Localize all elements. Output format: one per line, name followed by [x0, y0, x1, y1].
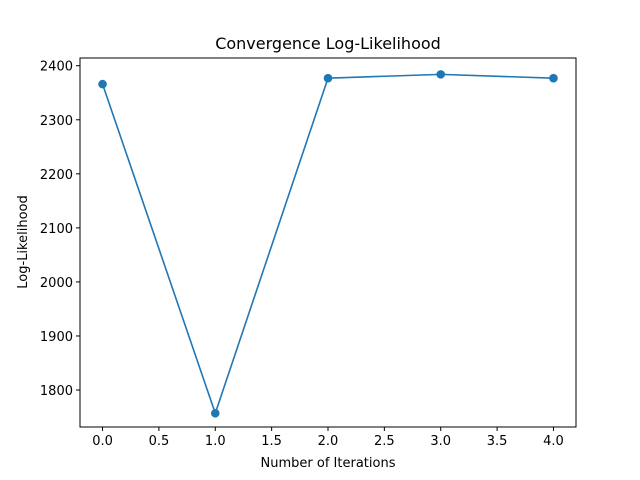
x-tick-label: 4.0 [543, 434, 564, 449]
data-point [549, 73, 558, 83]
y-tick-label: 2100 [40, 222, 73, 237]
x-tick-label: 3.0 [430, 434, 451, 449]
x-tick-label: 1.0 [205, 434, 226, 449]
x-tick-label: 2.5 [374, 434, 395, 449]
data-point [210, 408, 220, 418]
x-axis-title: Number of Iterations [261, 456, 396, 471]
data-point [436, 70, 446, 79]
y-tick-label: 1900 [40, 330, 73, 345]
data-point [323, 73, 333, 83]
y-tick-label: 2200 [40, 168, 73, 183]
y-tick-label: 2000 [40, 276, 73, 291]
plot-area [98, 70, 558, 418]
x-tick-label: 0.5 [149, 434, 170, 449]
x-tick-label: 2.0 [318, 434, 339, 449]
axes-frame [79, 57, 577, 428]
x-axis-ticks: 0.0 0.5 1.0 1.5 2.0 2.5 3.0 3.5 4.0 [92, 427, 564, 449]
y-axis-title: Log-Likelihood [16, 195, 31, 288]
x-tick-label: 1.5 [261, 434, 282, 449]
y-axis-ticks: 1800 1900 2000 2100 2200 2300 2400 [40, 60, 80, 399]
y-tick-label: 2300 [40, 114, 73, 129]
y-tick-label: 1800 [40, 384, 73, 399]
y-tick-label: 2400 [40, 60, 73, 75]
chart-title: Convergence Log-Likelihood [215, 34, 441, 53]
data-point [98, 79, 107, 89]
x-tick-label: 3.5 [487, 434, 508, 449]
x-tick-label: 0.0 [92, 434, 113, 449]
